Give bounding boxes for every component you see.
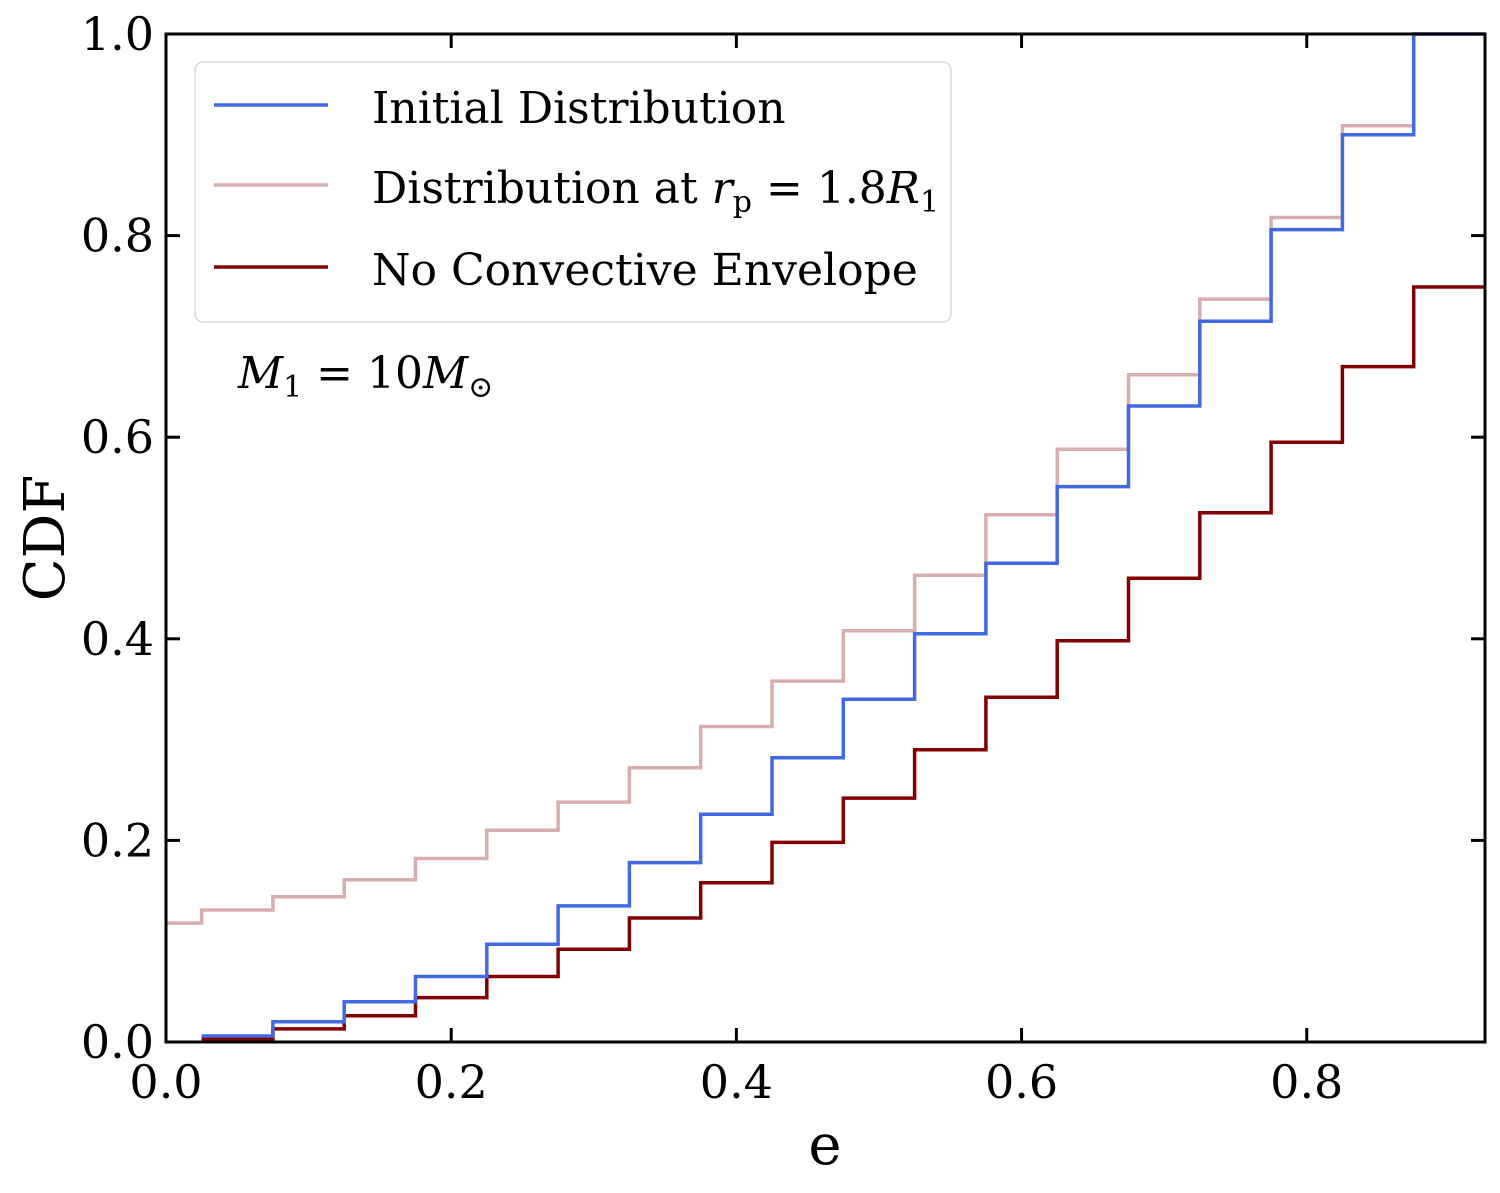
- y-tick-label: 1.0: [81, 7, 154, 61]
- legend-label-initial: Initial Distribution: [372, 83, 786, 134]
- y-tick-label: 0.6: [81, 410, 154, 464]
- y-axis-label: CDF: [13, 475, 78, 602]
- x-tick-label: 0.0: [129, 1055, 202, 1109]
- y-tick-label: 0.0: [81, 1015, 154, 1069]
- mass-annotation: M1 = 10M⊙: [237, 348, 493, 405]
- x-tick-label: 0.8: [1270, 1055, 1343, 1109]
- plot-frame: [164, 32, 1487, 1044]
- x-tick-label: 0.4: [700, 1055, 773, 1109]
- legend-frame: [194, 61, 952, 323]
- series-initial-distribution: [201, 32, 1485, 1038]
- y-tick-label: 0.8: [81, 209, 154, 263]
- x-tick-label: 0.6: [985, 1055, 1058, 1109]
- legend-label-rp: Distribution at rp = 1.8R1: [372, 163, 939, 220]
- y-tick-label: 0.4: [81, 612, 154, 666]
- legend-label-no-env: No Convective Envelope: [372, 245, 918, 296]
- x-tick-label: 0.2: [415, 1055, 488, 1109]
- tick-layer: 0.0 0.2 0.4 0.6 0.8 0.0 0.2 0.4 0.6 0.8 1.0: [81, 7, 1485, 1109]
- x-axis-label: e: [808, 1113, 841, 1178]
- series-layer: [166, 32, 1485, 1041]
- y-tick-label: 0.2: [81, 813, 154, 867]
- legend: Initial Distribution Distribution at rp …: [194, 61, 952, 323]
- series-distribution-rp: [166, 32, 1485, 925]
